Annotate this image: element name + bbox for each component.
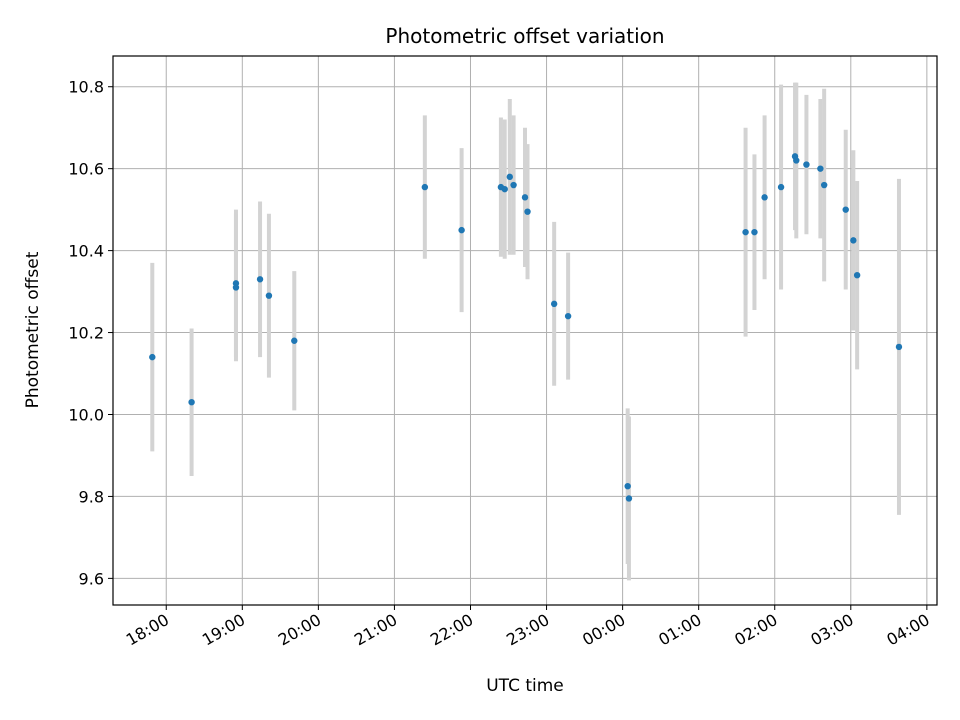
data-point xyxy=(895,343,903,351)
y-axis-label: Photometric offset xyxy=(23,251,43,408)
y-tick-label: 10.4 xyxy=(68,242,104,261)
data-point xyxy=(625,495,633,502)
data-point xyxy=(291,337,298,344)
data-point xyxy=(850,237,857,244)
data-point xyxy=(149,353,156,361)
y-tick-label: 10.6 xyxy=(68,160,104,179)
data-point xyxy=(777,183,785,191)
data-point xyxy=(761,194,768,201)
data-point xyxy=(458,226,465,234)
data-point xyxy=(521,194,529,201)
data-point xyxy=(232,284,240,291)
x-axis-label: UTC time xyxy=(486,676,564,696)
data-point xyxy=(188,398,195,406)
data-point xyxy=(853,271,861,279)
data-point xyxy=(803,161,810,168)
data-point xyxy=(524,208,531,215)
data-point xyxy=(742,228,749,236)
data-point xyxy=(421,183,429,191)
y-tick-label: 9.8 xyxy=(79,487,104,506)
data-point xyxy=(820,181,828,189)
data-point xyxy=(256,276,264,283)
data-point xyxy=(624,482,631,490)
y-tick-label: 10.0 xyxy=(68,405,104,424)
data-points xyxy=(149,153,903,502)
chart-title: Photometric offset variation xyxy=(385,24,664,48)
y-tick-label: 10.8 xyxy=(68,78,104,97)
data-point xyxy=(550,300,558,308)
data-point xyxy=(751,228,758,236)
y-axis-ticks: 9.6 9.8 10.0 10.2 10.4 10.6 10.8 xyxy=(68,78,113,588)
plot-frame xyxy=(112,55,938,606)
data-point xyxy=(842,206,849,213)
data-point xyxy=(501,185,508,193)
data-point xyxy=(817,165,824,172)
data-point xyxy=(265,292,273,299)
y-tick-label: 10.2 xyxy=(68,324,104,343)
data-point xyxy=(510,181,517,189)
data-point xyxy=(793,157,800,164)
data-point xyxy=(564,312,572,320)
y-tick-label: 9.6 xyxy=(79,569,104,588)
data-point xyxy=(506,173,513,181)
